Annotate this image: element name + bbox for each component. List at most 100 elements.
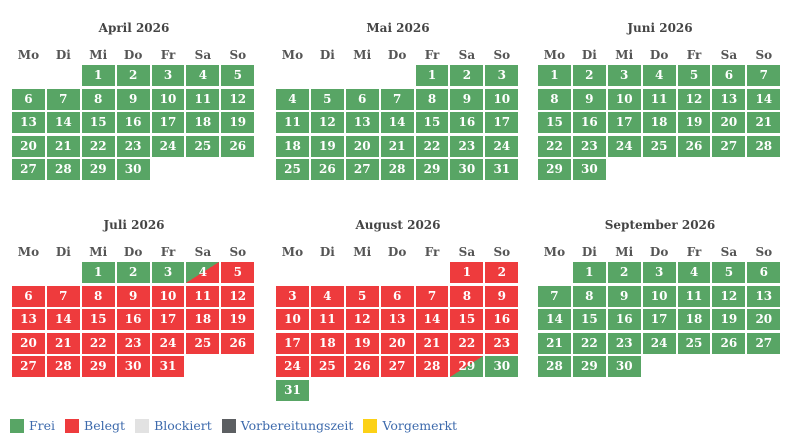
day-cell[interactable]: 3 <box>642 262 676 283</box>
day-cell[interactable]: 10 <box>151 88 185 110</box>
day-cell[interactable]: 26 <box>310 159 344 180</box>
day-cell[interactable]: 6 <box>712 65 746 86</box>
day-cell[interactable]: 19 <box>221 112 255 133</box>
day-cell[interactable]: 4 <box>677 262 711 283</box>
day-cell[interactable]: 4 <box>276 88 309 110</box>
day-cell[interactable]: 2 <box>116 262 150 283</box>
day-cell[interactable]: 13 <box>12 309 45 330</box>
day-cell[interactable]: 11 <box>642 88 676 110</box>
day-cell[interactable]: 1 <box>415 65 449 86</box>
day-cell[interactable]: 8 <box>538 88 571 110</box>
day-cell[interactable]: 10 <box>151 285 185 307</box>
day-cell[interactable]: 28 <box>46 159 80 180</box>
day-cell[interactable]: 10 <box>485 88 519 110</box>
day-cell[interactable]: 22 <box>415 135 449 157</box>
day-cell[interactable]: 22 <box>572 332 606 354</box>
day-cell[interactable]: 21 <box>415 332 449 354</box>
day-cell[interactable]: 15 <box>450 309 484 330</box>
day-cell[interactable]: 25 <box>677 332 711 354</box>
day-cell[interactable]: 22 <box>538 135 571 157</box>
day-cell[interactable]: 30 <box>572 159 606 180</box>
day-cell[interactable]: 20 <box>380 332 414 354</box>
day-cell[interactable]: 16 <box>607 309 641 330</box>
day-cell[interactable]: 15 <box>415 112 449 133</box>
day-cell[interactable]: 6 <box>12 285 45 307</box>
day-cell[interactable]: 23 <box>116 135 150 157</box>
day-cell[interactable]: 18 <box>677 309 711 330</box>
day-cell[interactable]: 31 <box>151 356 185 377</box>
day-cell[interactable]: 13 <box>12 112 45 133</box>
day-cell[interactable]: 12 <box>221 88 255 110</box>
day-cell[interactable]: 8 <box>81 88 115 110</box>
day-cell[interactable]: 1 <box>572 262 606 283</box>
day-cell[interactable]: 18 <box>186 309 220 330</box>
day-cell[interactable]: 11 <box>276 112 309 133</box>
day-cell[interactable]: 31 <box>276 379 309 401</box>
day-cell[interactable]: 12 <box>310 112 344 133</box>
day-cell[interactable]: 9 <box>116 285 150 307</box>
day-cell[interactable]: 28 <box>747 135 781 157</box>
day-cell[interactable]: 7 <box>747 65 781 86</box>
day-cell[interactable]: 21 <box>46 135 80 157</box>
day-cell[interactable]: 11 <box>186 285 220 307</box>
day-cell[interactable]: 20 <box>712 112 746 133</box>
day-cell[interactable]: 4 <box>310 285 344 307</box>
day-cell[interactable]: 23 <box>485 332 519 354</box>
day-cell[interactable]: 25 <box>642 135 676 157</box>
day-cell[interactable]: 21 <box>747 112 781 133</box>
day-cell[interactable]: 4 <box>186 65 220 86</box>
day-cell[interactable]: 28 <box>46 356 80 377</box>
day-cell[interactable]: 31 <box>485 159 519 180</box>
day-cell[interactable]: 20 <box>12 135 45 157</box>
day-cell[interactable]: 12 <box>221 285 255 307</box>
day-cell[interactable]: 9 <box>116 88 150 110</box>
day-cell[interactable]: 25 <box>186 332 220 354</box>
day-cell[interactable]: 23 <box>116 332 150 354</box>
day-cell[interactable]: 20 <box>12 332 45 354</box>
day-cell[interactable]: 14 <box>415 309 449 330</box>
day-cell[interactable]: 15 <box>538 112 571 133</box>
day-cell[interactable]: 14 <box>46 309 80 330</box>
day-cell[interactable]: 9 <box>485 285 519 307</box>
day-cell[interactable]: 17 <box>151 309 185 330</box>
day-cell[interactable]: 5 <box>677 65 711 86</box>
day-cell[interactable]: 24 <box>151 332 185 354</box>
day-cell[interactable]: 26 <box>677 135 711 157</box>
day-cell[interactable]: 3 <box>151 262 185 283</box>
day-cell[interactable]: 19 <box>712 309 746 330</box>
day-cell[interactable]: 7 <box>46 285 80 307</box>
day-cell[interactable]: 26 <box>221 135 255 157</box>
day-cell[interactable]: 19 <box>310 135 344 157</box>
day-cell[interactable]: 2 <box>572 65 606 86</box>
day-cell[interactable]: 29 <box>81 159 115 180</box>
day-cell[interactable]: 5 <box>221 262 255 283</box>
day-cell[interactable]: 17 <box>276 332 309 354</box>
day-cell[interactable]: 26 <box>221 332 255 354</box>
day-cell[interactable]: 26 <box>712 332 746 354</box>
day-cell[interactable]: 7 <box>538 285 571 307</box>
day-cell[interactable]: 20 <box>747 309 781 330</box>
day-cell[interactable]: 2 <box>607 262 641 283</box>
day-cell[interactable]: 25 <box>310 356 344 377</box>
day-cell[interactable]: 15 <box>81 112 115 133</box>
day-cell[interactable]: 22 <box>81 332 115 354</box>
day-cell[interactable]: 14 <box>747 88 781 110</box>
day-cell[interactable]: 1 <box>81 65 115 86</box>
day-cell[interactable]: 28 <box>415 356 449 377</box>
day-cell[interactable]: 4 <box>186 262 220 283</box>
day-cell[interactable]: 5 <box>221 65 255 86</box>
day-cell[interactable]: 24 <box>607 135 641 157</box>
day-cell[interactable]: 27 <box>712 135 746 157</box>
day-cell[interactable]: 9 <box>450 88 484 110</box>
day-cell[interactable]: 6 <box>12 88 45 110</box>
day-cell[interactable]: 30 <box>485 356 519 377</box>
day-cell[interactable]: 16 <box>116 309 150 330</box>
day-cell[interactable]: 5 <box>712 262 746 283</box>
day-cell[interactable]: 13 <box>345 112 379 133</box>
day-cell[interactable]: 27 <box>12 356 45 377</box>
day-cell[interactable]: 14 <box>46 112 80 133</box>
day-cell[interactable]: 27 <box>12 159 45 180</box>
day-cell[interactable]: 7 <box>46 88 80 110</box>
day-cell[interactable]: 21 <box>46 332 80 354</box>
day-cell[interactable]: 30 <box>607 356 641 377</box>
